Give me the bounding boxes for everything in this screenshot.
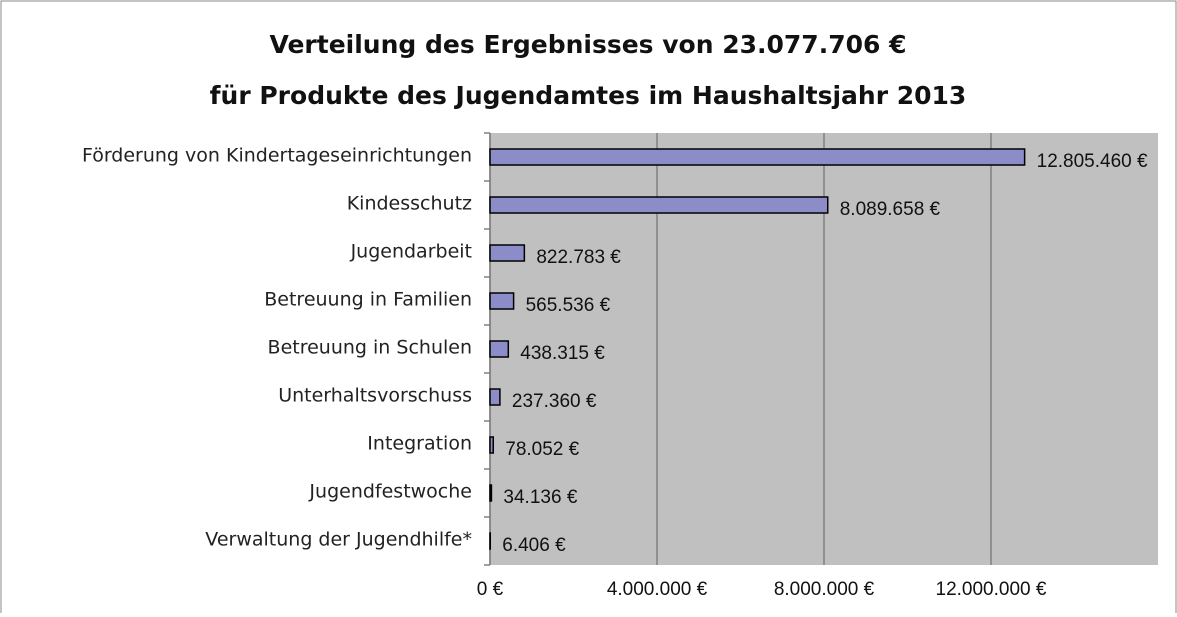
chart-title: Verteilung des Ergebnisses von 23.077.70… [270,30,907,59]
y-tick-label: Verwaltung der Jugendhilfe* [205,529,472,551]
bar [490,437,493,453]
bar [490,293,514,309]
data-label: 34.136 € [503,487,577,508]
x-tick-label: 0 € [477,579,504,600]
bar [490,245,524,261]
data-label: 8.089.658 € [840,199,941,220]
data-label: 438.315 € [520,343,605,364]
y-tick-label: Betreuung in Familien [264,289,472,311]
bar [490,197,828,213]
y-tick-label: Jugendfestwoche [308,481,472,503]
data-label: 237.360 € [512,391,597,412]
data-label: 6.406 € [502,535,566,556]
chart-title: für Produkte des Jugendamtes im Haushalt… [210,81,967,110]
bar [490,341,508,357]
bar [490,485,491,501]
x-tick-label: 8.000.000 € [774,579,875,600]
y-tick-label: Unterhaltsvorschuss [278,385,472,407]
y-tick-label: Integration [367,433,472,455]
y-tick-label: Kindesschutz [347,193,472,215]
y-tick-label: Förderung von Kindertageseinrichtungen [82,145,472,167]
bar [490,389,500,405]
data-label: 565.536 € [526,295,611,316]
data-label: 822.783 € [536,247,621,268]
bar [490,149,1025,165]
y-tick-label: Jugendarbeit [350,241,472,263]
data-label: 12.805.460 € [1037,151,1148,172]
x-tick-label: 12.000.000 € [936,579,1047,600]
x-tick-label: 4.000.000 € [607,579,708,600]
data-label: 78.052 € [505,439,579,460]
y-tick-label: Betreuung in Schulen [268,337,472,359]
